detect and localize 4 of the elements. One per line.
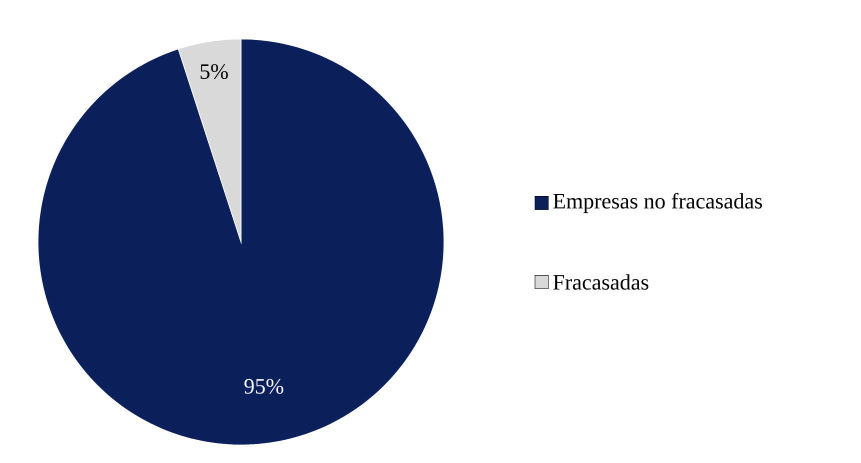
- data-label: 95%: [244, 378, 284, 394]
- data-label: 5%: [200, 64, 228, 80]
- legend-label: Empresas no fracasadas: [553, 192, 762, 214]
- legend-label: Fracasadas: [553, 274, 648, 290]
